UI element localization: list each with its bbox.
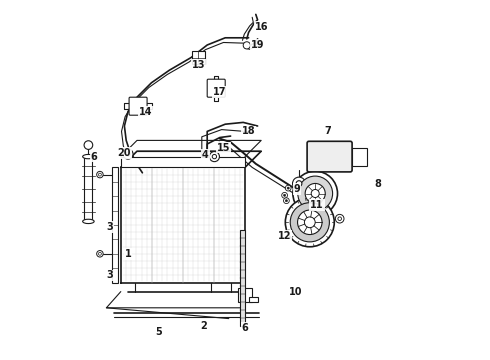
Circle shape — [126, 152, 130, 156]
FancyBboxPatch shape — [307, 141, 352, 172]
Text: 2: 2 — [200, 321, 207, 331]
Circle shape — [297, 210, 322, 235]
Ellipse shape — [83, 219, 94, 224]
Text: 3: 3 — [107, 222, 113, 232]
Bar — [240, 230, 245, 326]
Bar — [84, 157, 92, 221]
Circle shape — [98, 252, 101, 255]
Circle shape — [296, 181, 302, 186]
Text: 5: 5 — [155, 327, 162, 337]
Text: 17: 17 — [213, 87, 226, 97]
Circle shape — [209, 152, 220, 162]
Text: 20: 20 — [118, 148, 131, 158]
Circle shape — [282, 192, 288, 198]
Circle shape — [243, 42, 250, 49]
Text: 6: 6 — [91, 152, 97, 162]
Text: 4: 4 — [202, 150, 209, 160]
Circle shape — [97, 171, 103, 178]
Circle shape — [123, 149, 133, 159]
Circle shape — [298, 176, 333, 211]
Text: 9: 9 — [294, 184, 300, 194]
FancyBboxPatch shape — [129, 97, 147, 115]
Circle shape — [285, 185, 291, 191]
Text: 14: 14 — [139, 107, 153, 117]
Text: 19: 19 — [251, 40, 264, 50]
Circle shape — [98, 173, 101, 176]
Circle shape — [338, 217, 342, 220]
Text: 1: 1 — [124, 249, 131, 259]
Text: 18: 18 — [242, 126, 255, 136]
Circle shape — [284, 194, 286, 197]
Circle shape — [311, 189, 319, 198]
Circle shape — [284, 198, 289, 204]
Circle shape — [212, 154, 217, 159]
Circle shape — [287, 187, 289, 189]
Circle shape — [290, 203, 329, 242]
Text: 8: 8 — [375, 179, 382, 189]
FancyBboxPatch shape — [207, 79, 225, 97]
Bar — [192, 51, 205, 64]
Text: 10: 10 — [289, 287, 302, 297]
Circle shape — [293, 171, 338, 216]
Bar — [112, 167, 118, 283]
Bar — [121, 157, 245, 167]
Circle shape — [285, 198, 334, 247]
Text: 13: 13 — [192, 60, 205, 70]
Bar — [238, 288, 252, 302]
Text: 16: 16 — [254, 22, 268, 32]
Circle shape — [97, 251, 103, 257]
Text: 7: 7 — [324, 126, 331, 136]
Text: 12: 12 — [278, 231, 292, 241]
Text: 11: 11 — [310, 200, 324, 210]
Circle shape — [305, 184, 325, 203]
Circle shape — [84, 141, 93, 149]
Bar — [352, 148, 367, 166]
Text: 3: 3 — [107, 270, 113, 280]
Circle shape — [293, 177, 305, 190]
Text: 15: 15 — [217, 143, 230, 153]
Text: 6: 6 — [242, 323, 248, 333]
Circle shape — [285, 199, 288, 202]
Bar — [248, 297, 258, 302]
Circle shape — [335, 215, 344, 223]
Ellipse shape — [83, 154, 94, 159]
Circle shape — [304, 217, 315, 228]
